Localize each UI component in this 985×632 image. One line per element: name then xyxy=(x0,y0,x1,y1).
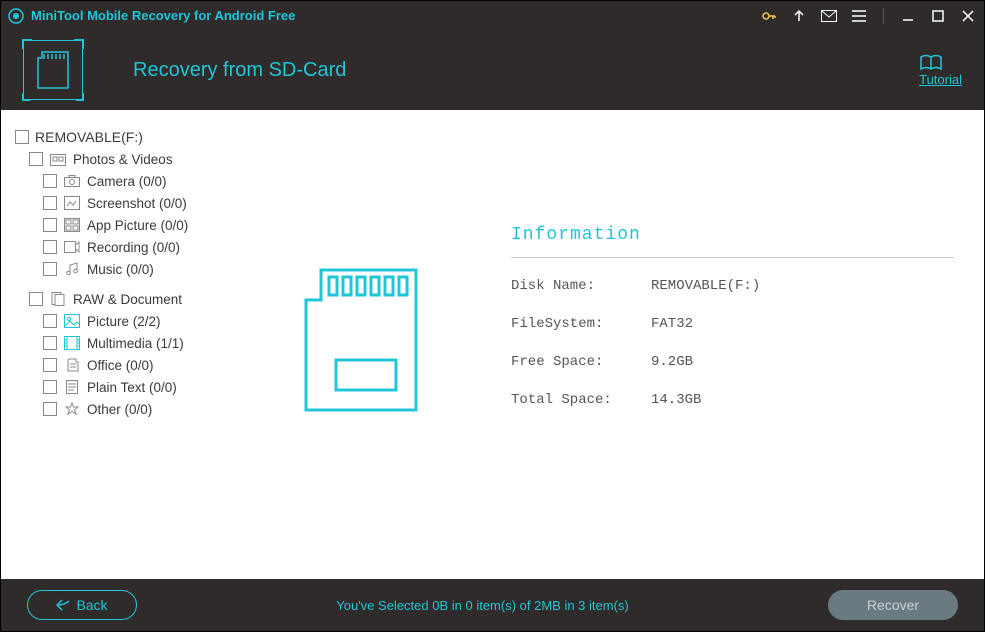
sidebar-tree: REMOVABLE(F:) Photos & Videos Camera (0/… xyxy=(1,110,236,579)
other-icon xyxy=(63,401,81,417)
info-value: FAT32 xyxy=(651,316,693,332)
header-band: Recovery from SD-Card Tutorial xyxy=(1,30,984,110)
tree-label: App Picture (0/0) xyxy=(87,218,188,233)
checkbox[interactable] xyxy=(29,292,43,306)
checkbox[interactable] xyxy=(43,314,57,328)
book-icon xyxy=(919,54,943,72)
office-icon xyxy=(63,357,81,373)
sd-card-illustration-icon xyxy=(301,265,421,415)
checkbox[interactable] xyxy=(43,218,57,232)
checkbox[interactable] xyxy=(15,130,29,144)
checkbox[interactable] xyxy=(43,196,57,210)
tree-item-screenshot[interactable]: Screenshot (0/0) xyxy=(15,192,230,214)
info-row-filesystem: FileSystem: FAT32 xyxy=(511,316,954,332)
content-area: Information Disk Name: REMOVABLE(F:) Fil… xyxy=(236,110,984,579)
tree-label: Office (0/0) xyxy=(87,358,154,373)
back-arrow-icon xyxy=(56,599,70,611)
camera-icon xyxy=(63,173,81,189)
tree-label: Other (0/0) xyxy=(87,402,152,417)
tree-label: Camera (0/0) xyxy=(87,174,167,189)
info-key: Disk Name: xyxy=(511,278,651,294)
tree-item-recording[interactable]: Recording (0/0) xyxy=(15,236,230,258)
multimedia-icon xyxy=(63,335,81,351)
info-key: FileSystem: xyxy=(511,316,651,332)
tree-item-other[interactable]: Other (0/0) xyxy=(15,398,230,420)
titlebar-separator xyxy=(883,8,884,24)
back-label: Back xyxy=(76,597,107,613)
folder-icon xyxy=(49,151,67,167)
tree-label: Music (0/0) xyxy=(87,262,154,277)
checkbox[interactable] xyxy=(29,152,43,166)
tree-item-camera[interactable]: Camera (0/0) xyxy=(15,170,230,192)
tutorial-link[interactable]: Tutorial xyxy=(919,54,962,87)
info-panel: Information Disk Name: REMOVABLE(F:) Fil… xyxy=(511,225,954,430)
app-window: MiniTool Mobile Recovery for Android Fre… xyxy=(0,0,985,632)
tree-label: Recording (0/0) xyxy=(87,240,180,255)
screenshot-icon xyxy=(63,195,81,211)
tree-label: REMOVABLE(F:) xyxy=(35,129,143,145)
document-group-icon xyxy=(49,291,67,307)
checkbox[interactable] xyxy=(43,174,57,188)
main-area: REMOVABLE(F:) Photos & Videos Camera (0/… xyxy=(1,110,984,579)
music-icon xyxy=(63,261,81,277)
tree-label: RAW & Document xyxy=(73,292,182,307)
tree-item-picture[interactable]: Picture (2/2) xyxy=(15,310,230,332)
info-value: REMOVABLE(F:) xyxy=(651,278,760,294)
app-title: MiniTool Mobile Recovery for Android Fre… xyxy=(31,8,295,23)
info-value: 9.2GB xyxy=(651,354,693,370)
tree-item-office[interactable]: Office (0/0) xyxy=(15,354,230,376)
recover-label: Recover xyxy=(867,597,919,613)
tree-label: Photos & Videos xyxy=(73,152,173,167)
tutorial-label: Tutorial xyxy=(919,72,962,87)
info-row-diskname: Disk Name: REMOVABLE(F:) xyxy=(511,278,954,294)
tree-item-apppicture[interactable]: App Picture (0/0) xyxy=(15,214,230,236)
tree-item-music[interactable]: Music (0/0) xyxy=(15,258,230,280)
checkbox[interactable] xyxy=(43,380,57,394)
tree-label: Plain Text (0/0) xyxy=(87,380,177,395)
key-icon[interactable] xyxy=(761,8,777,24)
back-button[interactable]: Back xyxy=(27,590,137,620)
menu-icon[interactable] xyxy=(851,8,867,24)
checkbox[interactable] xyxy=(43,240,57,254)
tree-label: Screenshot (0/0) xyxy=(87,196,187,211)
maximize-icon[interactable] xyxy=(930,8,946,24)
mail-icon[interactable] xyxy=(821,8,837,24)
titlebar-actions xyxy=(761,8,976,24)
info-title: Information xyxy=(511,225,954,258)
tree-label: Multimedia (1/1) xyxy=(87,336,184,351)
tree-item-plaintext[interactable]: Plain Text (0/0) xyxy=(15,376,230,398)
plaintext-icon xyxy=(63,379,81,395)
tree-group-photos-videos[interactable]: Photos & Videos xyxy=(15,148,230,170)
footer-bar: Back You've Selected 0B in 0 item(s) of … xyxy=(1,579,984,631)
info-key: Total Space: xyxy=(511,392,651,408)
app-logo-icon xyxy=(7,7,25,25)
title-bar: MiniTool Mobile Recovery for Android Fre… xyxy=(1,1,984,30)
checkbox[interactable] xyxy=(43,358,57,372)
apppicture-icon xyxy=(63,217,81,233)
info-row-totalspace: Total Space: 14.3GB xyxy=(511,392,954,408)
picture-icon xyxy=(63,313,81,329)
upload-icon[interactable] xyxy=(791,8,807,24)
tree-item-multimedia[interactable]: Multimedia (1/1) xyxy=(15,332,230,354)
recording-icon xyxy=(63,239,81,255)
page-title: Recovery from SD-Card xyxy=(133,59,346,82)
tree-root[interactable]: REMOVABLE(F:) xyxy=(15,126,230,148)
recover-button[interactable]: Recover xyxy=(828,590,958,620)
info-key: Free Space: xyxy=(511,354,651,370)
info-row-freespace: Free Space: 9.2GB xyxy=(511,354,954,370)
info-value: 14.3GB xyxy=(651,392,701,408)
checkbox[interactable] xyxy=(43,336,57,350)
minimize-icon[interactable] xyxy=(900,8,916,24)
close-icon[interactable] xyxy=(960,8,976,24)
status-text: You've Selected 0B in 0 item(s) of 2MB i… xyxy=(137,598,828,613)
sd-card-frame-icon xyxy=(23,40,83,100)
checkbox[interactable] xyxy=(43,402,57,416)
checkbox[interactable] xyxy=(43,262,57,276)
tree-group-raw-document[interactable]: RAW & Document xyxy=(15,288,230,310)
tree-label: Picture (2/2) xyxy=(87,314,161,329)
